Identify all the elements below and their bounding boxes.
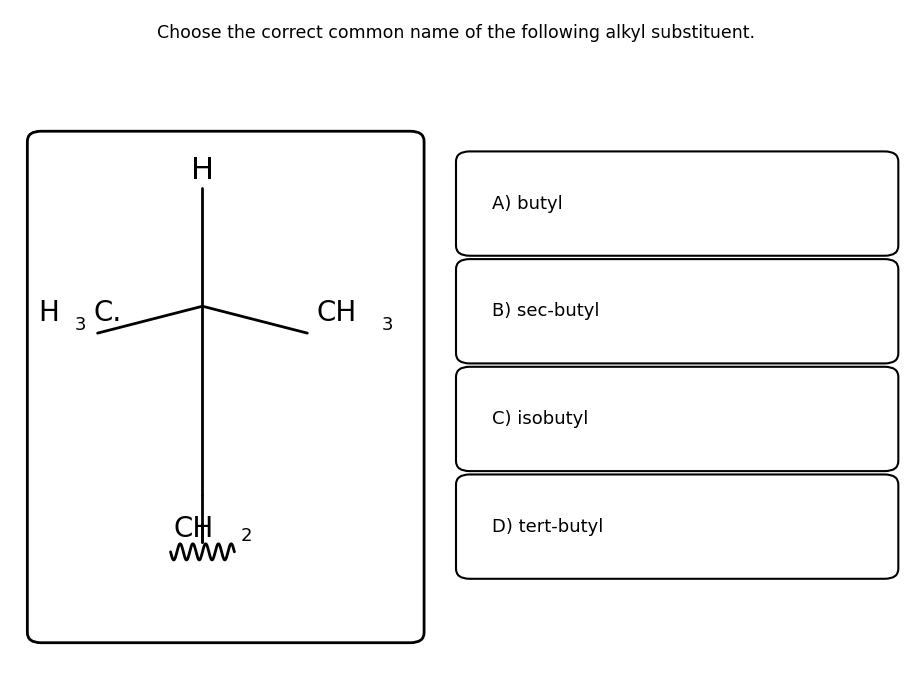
Text: 3: 3 [382, 316, 394, 334]
FancyBboxPatch shape [456, 474, 897, 579]
Text: H: H [190, 156, 214, 185]
Text: B) sec-butyl: B) sec-butyl [492, 302, 599, 320]
Text: C.: C. [93, 299, 121, 327]
Text: C) isobutyl: C) isobutyl [492, 410, 589, 428]
Text: D) tert-butyl: D) tert-butyl [492, 518, 603, 536]
FancyBboxPatch shape [456, 259, 897, 363]
FancyBboxPatch shape [456, 151, 897, 256]
FancyBboxPatch shape [456, 367, 897, 471]
Text: 3: 3 [75, 316, 87, 334]
Text: CH: CH [173, 515, 213, 543]
Text: 2: 2 [241, 527, 252, 545]
FancyBboxPatch shape [27, 131, 424, 643]
Text: H: H [38, 299, 59, 327]
Text: Choose the correct common name of the following alkyl substituent.: Choose the correct common name of the fo… [157, 24, 754, 42]
Text: A) butyl: A) butyl [492, 194, 563, 213]
Text: CH: CH [316, 299, 356, 327]
